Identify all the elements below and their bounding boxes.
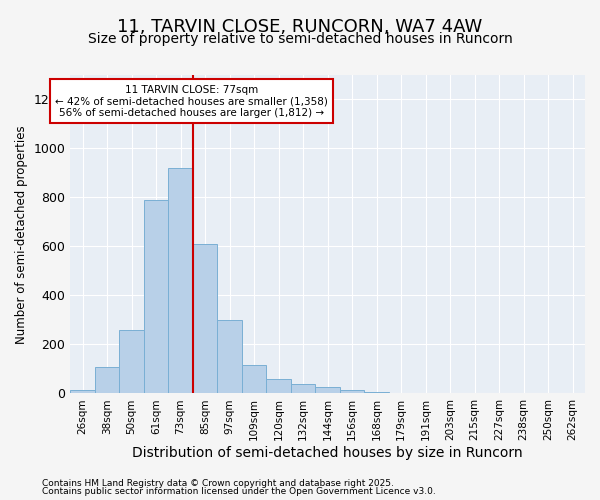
Text: 11 TARVIN CLOSE: 77sqm
← 42% of semi-detached houses are smaller (1,358)
56% of : 11 TARVIN CLOSE: 77sqm ← 42% of semi-det… (55, 84, 328, 118)
Bar (291, 384, 316, 394)
Bar (242, 366, 266, 394)
Bar (119, 330, 144, 394)
Text: Size of property relative to semi-detached houses in Runcorn: Size of property relative to semi-detach… (88, 32, 512, 46)
Bar (95, 366, 119, 394)
Bar (169, 168, 193, 394)
Y-axis label: Number of semi-detached properties: Number of semi-detached properties (15, 125, 28, 344)
Bar (144, 200, 169, 394)
X-axis label: Distribution of semi-detached houses by size in Runcorn: Distribution of semi-detached houses by … (133, 446, 523, 460)
Text: Contains HM Land Registry data © Crown copyright and database right 2025.: Contains HM Land Registry data © Crown c… (42, 478, 394, 488)
Bar (316, 388, 340, 394)
Bar (193, 244, 217, 394)
Bar (70, 390, 95, 394)
Text: Contains public sector information licensed under the Open Government Licence v3: Contains public sector information licen… (42, 487, 436, 496)
Bar (340, 390, 364, 394)
Bar (364, 392, 389, 394)
Bar (266, 379, 291, 394)
Bar (217, 320, 242, 394)
Text: 11, TARVIN CLOSE, RUNCORN, WA7 4AW: 11, TARVIN CLOSE, RUNCORN, WA7 4AW (118, 18, 482, 36)
